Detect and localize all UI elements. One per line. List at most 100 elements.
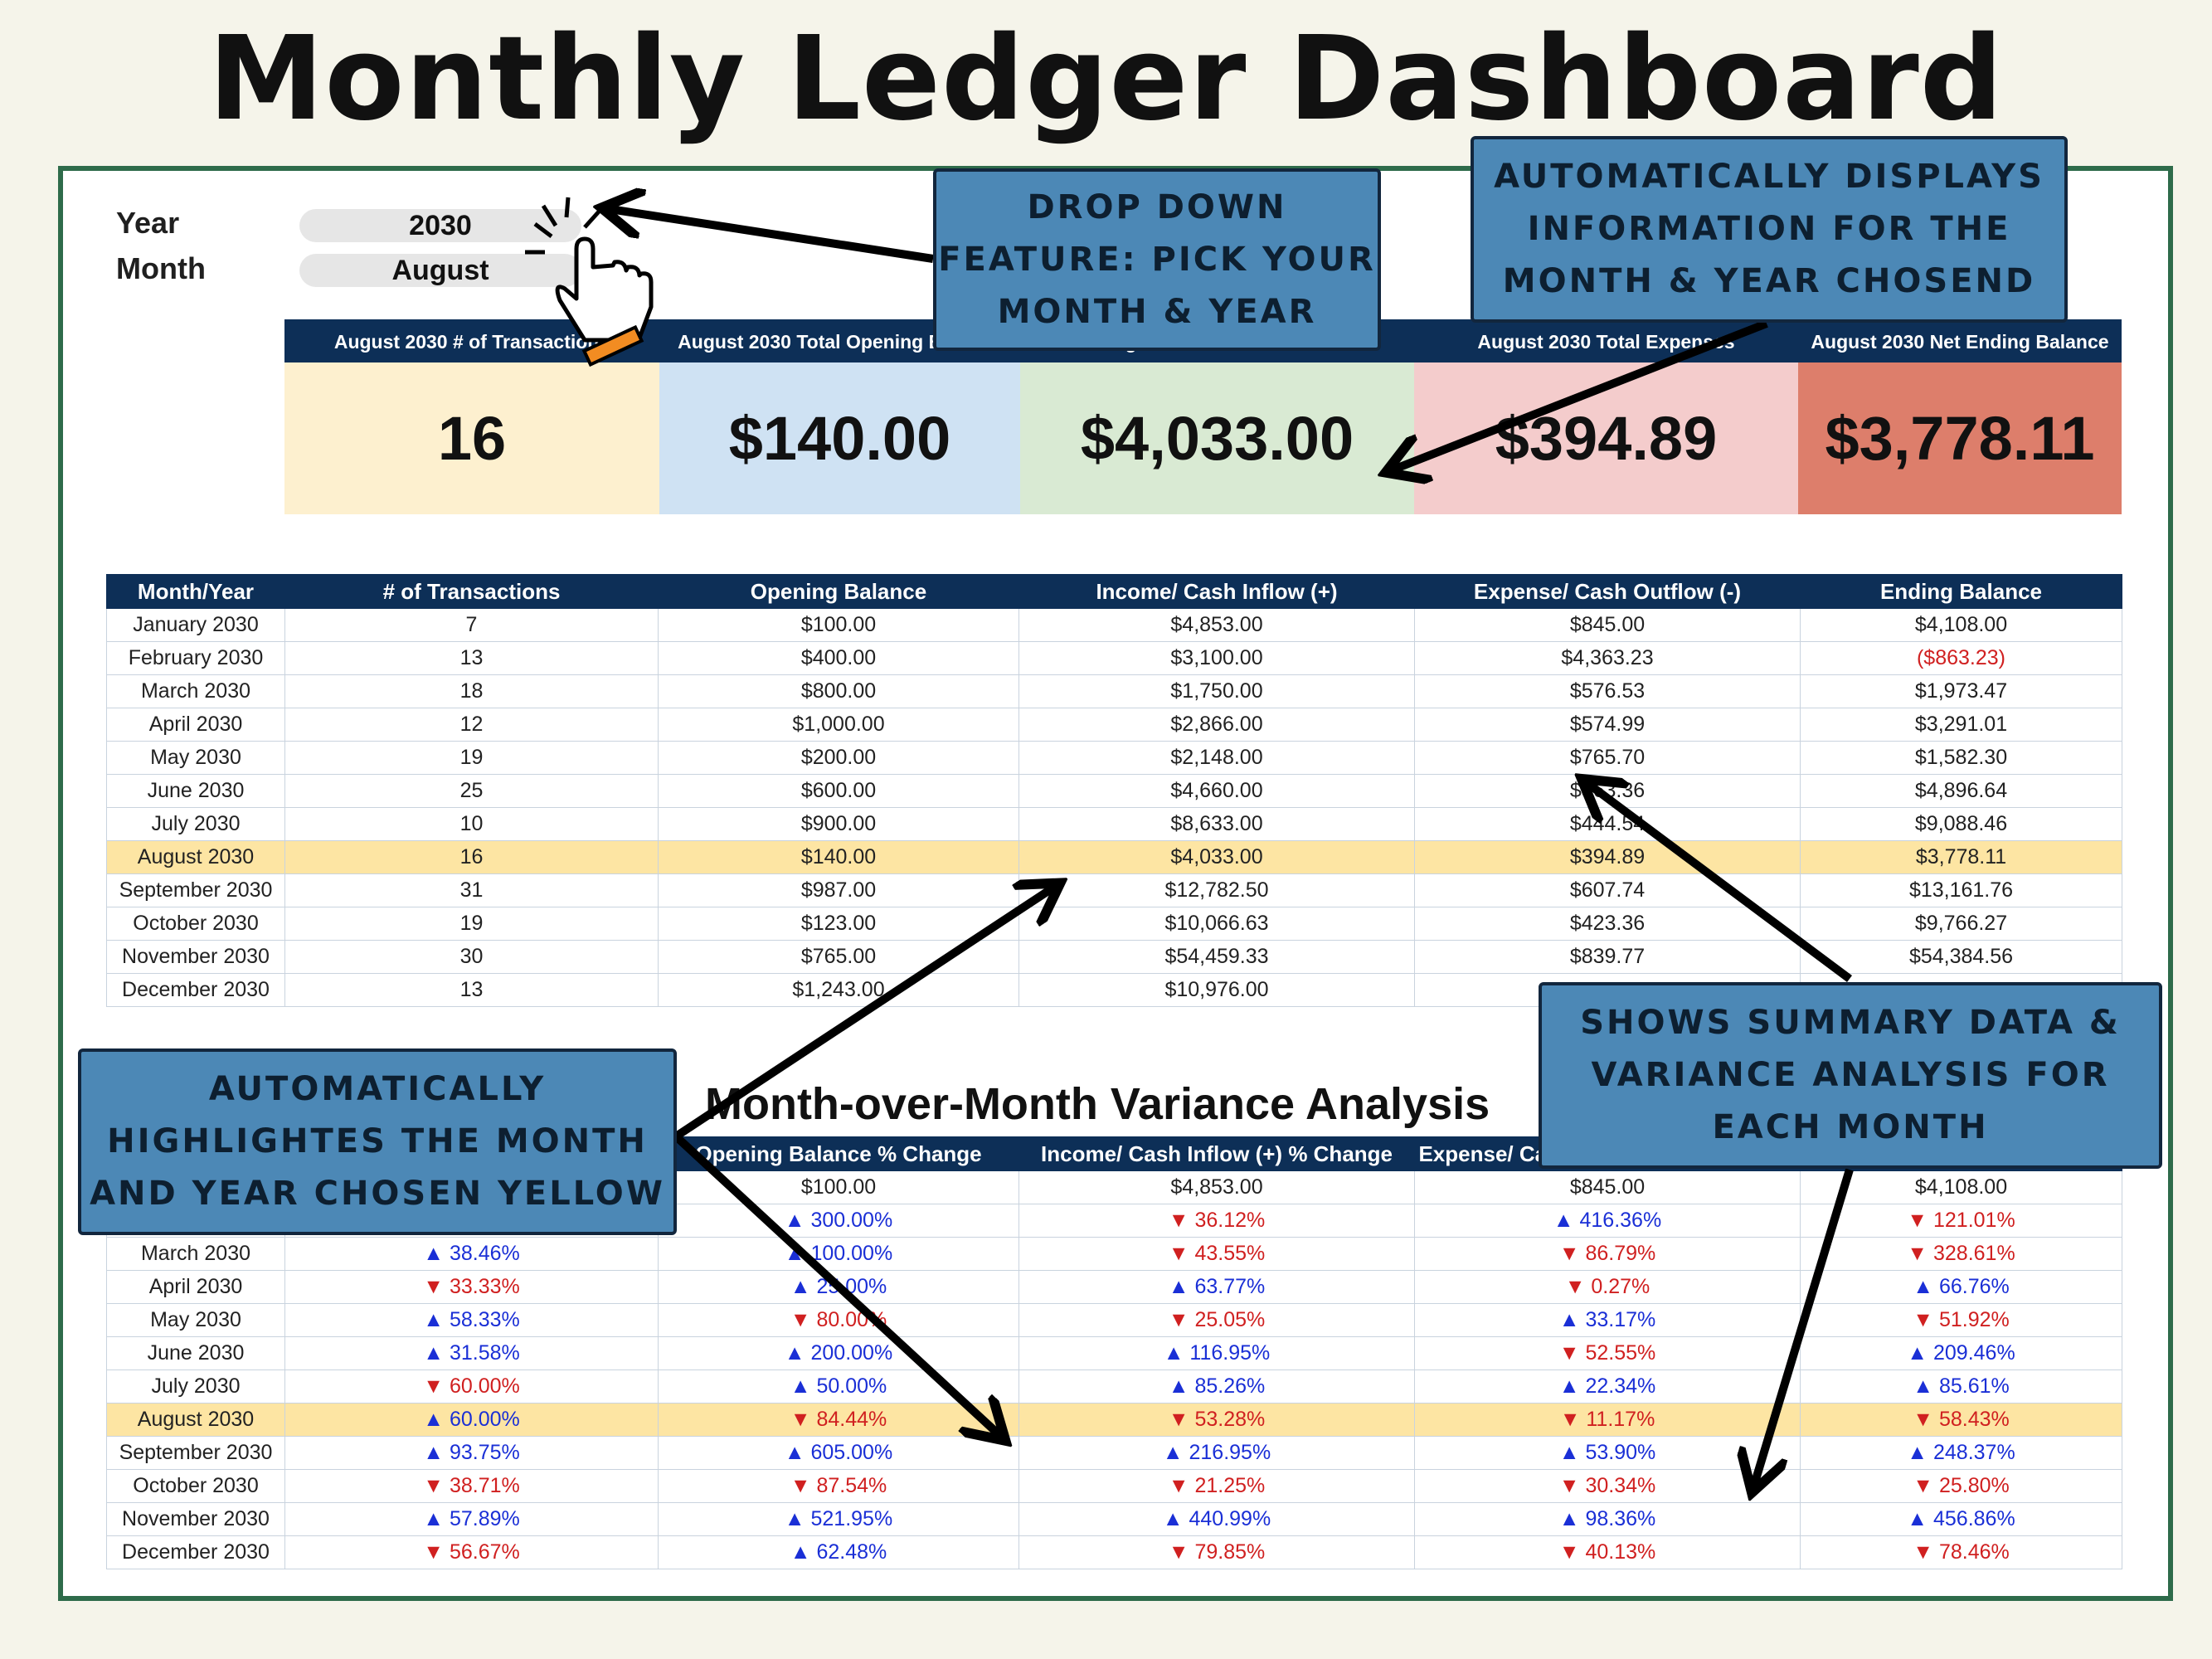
summary-cell: $4,033.00 — [1018, 840, 1415, 874]
variance-cell: ▲ 57.89% — [284, 1502, 659, 1536]
kpi-header: August 2030 Total Expenses — [1414, 319, 1798, 362]
variance-cell: December 2030 — [106, 1535, 285, 1569]
variance-cell: ▲ 248.37% — [1800, 1436, 2122, 1470]
summary-row: January 2030 7 $100.00 $4,853.00 $845.00 $4,1… — [106, 608, 2122, 642]
summary-header-cell: Month/Year — [106, 574, 285, 609]
variance-cell: November 2030 — [106, 1502, 285, 1536]
summary-cell: 18 — [284, 674, 659, 708]
callout-highlight: AUTOMATICALLY HIGHLIGHTES THE MONTH AND … — [78, 1048, 677, 1235]
summary-cell: $2,866.00 — [1018, 708, 1415, 742]
variance-cell: ▼ 58.43% — [1800, 1403, 2122, 1437]
summary-cell: $9,766.27 — [1800, 907, 2122, 941]
year-label: Year — [116, 206, 180, 240]
variance-row: November 2030 ▲ 57.89% ▲ 521.95% ▲ 440.99% ▲… — [106, 1502, 2122, 1536]
variance-row: April 2030 ▼ 33.33% ▲ 25.00% ▲ 63.77% ▼ 0.27… — [106, 1270, 2122, 1304]
summary-cell: 16 — [284, 840, 659, 874]
variance-cell: ▲ 38.46% — [284, 1237, 659, 1271]
summary-cell: August 2030 — [106, 840, 285, 874]
summary-cell: 31 — [284, 873, 659, 907]
summary-cell: $845.00 — [1414, 608, 1801, 642]
summary-header-cell: Income/ Cash Inflow (+) — [1018, 574, 1415, 609]
summary-cell: $600.00 — [658, 774, 1019, 808]
summary-cell: $394.89 — [1414, 840, 1801, 874]
variance-cell: ▼ 43.55% — [1018, 1237, 1415, 1271]
variance-cell: April 2030 — [106, 1270, 285, 1304]
variance-cell: ▼ 36.12% — [1018, 1204, 1415, 1238]
summary-cell: $4,660.00 — [1018, 774, 1415, 808]
variance-cell: March 2030 — [106, 1237, 285, 1271]
summary-cell: $1,582.30 — [1800, 741, 2122, 775]
kpi-value: $3,778.11 — [1798, 362, 2122, 514]
variance-cell: ▲ 300.00% — [658, 1204, 1019, 1238]
variance-cell: ▲ 31.58% — [284, 1336, 659, 1370]
month-dropdown[interactable]: August — [299, 254, 581, 287]
variance-cell: $4,853.00 — [1018, 1170, 1415, 1204]
variance-row: December 2030 ▼ 56.67% ▲ 62.48% ▼ 79.85% ▼ 4… — [106, 1535, 2122, 1569]
variance-cell: ▲ 200.00% — [658, 1336, 1019, 1370]
variance-cell: ▼ 87.54% — [658, 1469, 1019, 1503]
variance-cell: ▲ 116.95% — [1018, 1336, 1415, 1370]
variance-cell: ▼ 56.67% — [284, 1535, 659, 1569]
year-dropdown[interactable]: 2030 — [299, 209, 581, 242]
variance-row: October 2030 ▼ 38.71% ▼ 87.54% ▼ 21.25% ▼ 30… — [106, 1469, 2122, 1503]
callout-auto-display: AUTOMATICALLY DISPLAYS INFORMATION FOR T… — [1471, 136, 2068, 323]
variance-cell: ▲ 85.26% — [1018, 1370, 1415, 1404]
summary-cell: $3,100.00 — [1018, 641, 1415, 675]
variance-cell: ▲ 60.00% — [284, 1403, 659, 1437]
summary-cell: $574.99 — [1414, 708, 1801, 742]
summary-cell: $54,459.33 — [1018, 940, 1415, 974]
variance-cell: $4,108.00 — [1800, 1170, 2122, 1204]
summary-header-cell: Opening Balance — [658, 574, 1019, 609]
variance-cell: October 2030 — [106, 1469, 285, 1503]
variance-cell: ▼ 51.92% — [1800, 1303, 2122, 1337]
summary-cell: $2,148.00 — [1018, 741, 1415, 775]
variance-cell: ▼ 25.05% — [1018, 1303, 1415, 1337]
variance-cell: ▼ 53.28% — [1018, 1403, 1415, 1437]
summary-cell: $4,363.23 — [1414, 641, 1801, 675]
summary-cell: 19 — [284, 907, 659, 941]
summary-cell: $1,243.00 — [658, 973, 1019, 1007]
variance-cell: ▼ 84.44% — [658, 1403, 1019, 1437]
variance-cell: ▼ 52.55% — [1414, 1336, 1801, 1370]
summary-cell: $765.70 — [1414, 741, 1801, 775]
summary-cell: $3,291.01 — [1800, 708, 2122, 742]
summary-row: February 2030 13 $400.00 $3,100.00 $4,363.23… — [106, 641, 2122, 675]
kpi-card-3: August 2030 Total Expenses $394.89 — [1414, 319, 1798, 514]
callout-summary: SHOWS SUMMARY DATA & VARIANCE ANALYSIS F… — [1539, 982, 2162, 1169]
variance-cell: ▲ 66.76% — [1800, 1270, 2122, 1304]
summary-cell: October 2030 — [106, 907, 285, 941]
variance-cell: June 2030 — [106, 1336, 285, 1370]
variance-cell: September 2030 — [106, 1436, 285, 1470]
summary-cell: February 2030 — [106, 641, 285, 675]
summary-row: July 2030 10 $900.00 $8,633.00 $444.54 $9,088… — [106, 807, 2122, 841]
variance-cell: ▲ 98.36% — [1414, 1502, 1801, 1536]
variance-cell: ▼ 38.71% — [284, 1469, 659, 1503]
summary-row: May 2030 19 $200.00 $2,148.00 $765.70 $1,582.… — [106, 741, 2122, 775]
variance-cell: ▲ 209.46% — [1800, 1336, 2122, 1370]
summary-cell: July 2030 — [106, 807, 285, 841]
summary-cell: $13,161.76 — [1800, 873, 2122, 907]
summary-cell: 7 — [284, 608, 659, 642]
summary-cell: $400.00 — [658, 641, 1019, 675]
summary-cell: $1,973.47 — [1800, 674, 2122, 708]
variance-cell: ▼ 121.01% — [1800, 1204, 2122, 1238]
summary-cell: $123.00 — [658, 907, 1019, 941]
variance-cell: ▲ 456.86% — [1800, 1502, 2122, 1536]
summary-cell: $9,088.46 — [1800, 807, 2122, 841]
summary-cell: 19 — [284, 741, 659, 775]
summary-cell: $4,896.64 — [1800, 774, 2122, 808]
kpi-card-0: August 2030 # of Transactions 16 — [284, 319, 659, 514]
variance-row: July 2030 ▼ 60.00% ▲ 50.00% ▲ 85.26% ▲ 22.34… — [106, 1370, 2122, 1404]
summary-table: Month/Year # of Transactions Opening Balan… — [106, 574, 2122, 1007]
summary-cell: 13 — [284, 641, 659, 675]
summary-header-cell: Ending Balance — [1800, 574, 2122, 609]
kpi-header: August 2030 # of Transactions — [284, 319, 659, 362]
kpi-value: $394.89 — [1414, 362, 1798, 514]
summary-cell: May 2030 — [106, 741, 285, 775]
variance-cell: ▼ 60.00% — [284, 1370, 659, 1404]
variance-cell: ▲ 58.33% — [284, 1303, 659, 1337]
kpi-card-4: August 2030 Net Ending Balance $3,778.11 — [1798, 319, 2122, 514]
variance-cell: ▼ 78.46% — [1800, 1535, 2122, 1569]
summary-cell: $800.00 — [658, 674, 1019, 708]
variance-cell: ▲ 53.90% — [1414, 1436, 1801, 1470]
